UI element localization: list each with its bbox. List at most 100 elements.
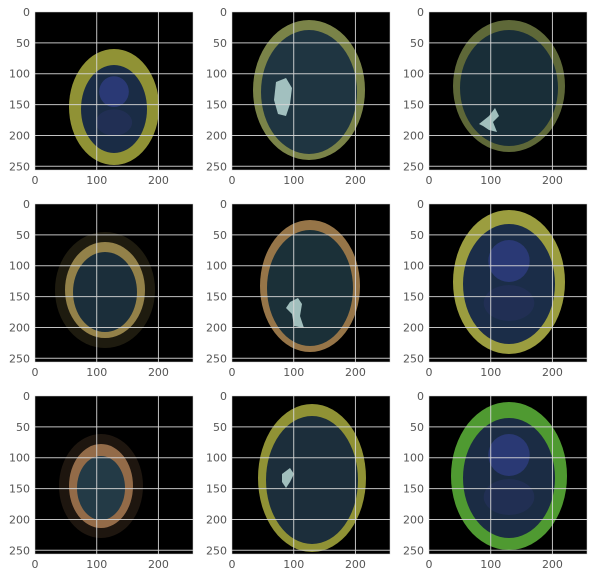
- brain-interior: [463, 418, 555, 538]
- panel-frame: [428, 395, 588, 555]
- y-tick-label: 250: [403, 160, 424, 173]
- y-tick-label: 0: [220, 390, 227, 403]
- y-tick-label: 100: [9, 452, 30, 465]
- image-panel-r1c2: 0 100 200 0 50 100 150 200 250: [206, 6, 391, 187]
- y-tick-label: 0: [23, 390, 30, 403]
- cerebellum-region: [483, 479, 535, 515]
- brain-interior: [266, 416, 358, 544]
- y-tick-label: 100: [403, 68, 424, 81]
- y-tick-label: 100: [9, 68, 30, 81]
- y-tick-label: 250: [206, 544, 227, 557]
- panel-frame: [34, 395, 194, 555]
- y-tick-label: 250: [9, 544, 30, 557]
- panel-frame: [34, 203, 194, 363]
- x-tick-label: 200: [542, 366, 563, 379]
- y-tick-label: 0: [417, 198, 424, 211]
- x-tick-label: 200: [345, 366, 366, 379]
- tumor-mask: [282, 468, 294, 488]
- x-tick-label: 0: [32, 366, 39, 379]
- y-tick-label: 50: [16, 37, 30, 50]
- x-tick-label: 200: [542, 558, 563, 571]
- y-tick-label: 0: [23, 198, 30, 211]
- image-panel-r2c1: 0 100 200 0 50 100 150 200 250: [9, 198, 194, 379]
- x-tick-label: 200: [148, 174, 169, 187]
- y-tick-label: 50: [410, 421, 424, 434]
- x-tick-label: 100: [86, 174, 107, 187]
- x-tick-label: 100: [86, 366, 107, 379]
- y-tick-label: 0: [23, 6, 30, 19]
- y-tick-label: 250: [403, 352, 424, 365]
- image-panel-r1c3: 0 100 200 0 50 100 150 200 250: [403, 6, 588, 187]
- y-tick-label: 50: [213, 421, 227, 434]
- brain-interior: [261, 30, 357, 154]
- brain-interior: [73, 252, 137, 332]
- y-tick-label: 100: [403, 260, 424, 273]
- y-tick-label: 150: [206, 99, 227, 112]
- image-panel-r3c3: 0 100 200 0 50 100 150 200 250: [403, 390, 588, 571]
- y-tick-label: 200: [9, 129, 30, 142]
- y-tick-label: 50: [16, 229, 30, 242]
- y-tick-label: 150: [403, 291, 424, 304]
- tumor-mask: [286, 298, 304, 328]
- y-tick-label: 100: [206, 452, 227, 465]
- y-tick-label: 250: [9, 352, 30, 365]
- x-tick-label: 0: [229, 558, 236, 571]
- tumor-mask: [479, 108, 499, 132]
- panel-frame: [428, 203, 588, 363]
- y-tick-label: 0: [220, 6, 227, 19]
- x-tick-label: 100: [480, 366, 501, 379]
- y-tick-label: 250: [9, 160, 30, 173]
- cerebellum-region: [95, 109, 133, 136]
- y-tick-label: 200: [9, 513, 30, 526]
- y-tick-label: 200: [403, 513, 424, 526]
- y-tick-label: 50: [16, 421, 30, 434]
- y-tick-label: 150: [9, 483, 30, 496]
- y-tick-label: 250: [206, 160, 227, 173]
- y-tick-label: 150: [9, 291, 30, 304]
- image-panel-r3c1: 0 100 200 0 50 100 150 200 250: [9, 390, 194, 571]
- x-tick-label: 200: [345, 174, 366, 187]
- panel-frame: [34, 11, 194, 171]
- y-tick-label: 50: [410, 37, 424, 50]
- x-tick-label: 0: [426, 174, 433, 187]
- brain-interior: [267, 230, 353, 346]
- y-tick-label: 150: [9, 99, 30, 112]
- y-tick-label: 100: [206, 260, 227, 273]
- x-tick-label: 200: [345, 558, 366, 571]
- x-tick-label: 0: [229, 366, 236, 379]
- y-tick-label: 100: [9, 260, 30, 273]
- x-tick-label: 100: [86, 558, 107, 571]
- image-panel-r3c2: 0 100 200 0 50 100 150 200 250: [206, 390, 391, 571]
- x-tick-label: 200: [542, 174, 563, 187]
- y-tick-label: 200: [403, 321, 424, 334]
- y-tick-label: 50: [213, 229, 227, 242]
- x-tick-label: 0: [426, 558, 433, 571]
- y-tick-label: 50: [410, 229, 424, 242]
- y-tick-label: 0: [220, 198, 227, 211]
- x-tick-label: 0: [229, 174, 236, 187]
- y-tick-label: 200: [9, 321, 30, 334]
- skull-base-structure: [488, 434, 530, 476]
- x-tick-label: 100: [283, 174, 304, 187]
- y-tick-label: 250: [206, 352, 227, 365]
- y-tick-label: 150: [206, 483, 227, 496]
- y-tick-label: 200: [403, 129, 424, 142]
- x-tick-label: 200: [148, 558, 169, 571]
- x-tick-label: 100: [283, 558, 304, 571]
- y-tick-label: 250: [403, 544, 424, 557]
- brain-interior: [77, 456, 125, 520]
- x-tick-label: 0: [32, 174, 39, 187]
- y-tick-label: 200: [206, 129, 227, 142]
- panel-frame: [231, 11, 391, 171]
- image-panel-r1c1: 0 100 200 0 50 100 150 200 250: [9, 6, 194, 187]
- y-tick-label: 100: [206, 68, 227, 81]
- skull-base-structure: [99, 76, 129, 107]
- tumor-mask: [274, 78, 292, 116]
- x-tick-label: 200: [148, 366, 169, 379]
- panel-frame: [428, 11, 588, 171]
- panel-frame: [231, 395, 391, 555]
- x-tick-label: 0: [32, 558, 39, 571]
- y-tick-label: 0: [417, 390, 424, 403]
